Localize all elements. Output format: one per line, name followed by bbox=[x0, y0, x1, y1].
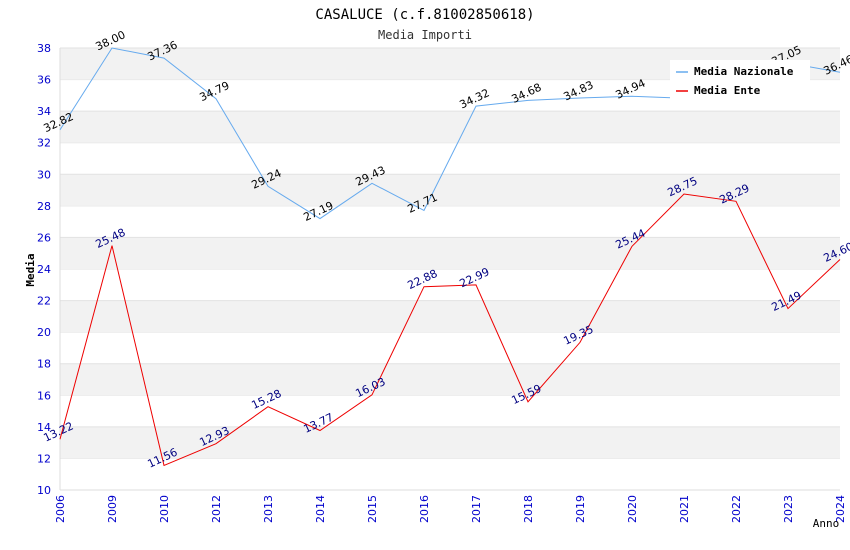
x-tick-label: 2012 bbox=[210, 495, 223, 523]
y-tick-label: 20 bbox=[37, 326, 51, 339]
x-tick-label: 2006 bbox=[54, 495, 67, 523]
series-line-ente bbox=[59, 193, 841, 467]
x-tick-label: 2009 bbox=[106, 495, 119, 523]
x-tick-label: 2018 bbox=[522, 495, 535, 523]
x-tick-label: 2010 bbox=[158, 495, 171, 523]
x-tick-label: 2013 bbox=[262, 495, 275, 523]
axes bbox=[59, 48, 840, 491]
grid-band bbox=[60, 300, 840, 333]
x-tick-label: 2017 bbox=[470, 495, 483, 523]
y-tick-label: 34 bbox=[37, 105, 51, 118]
y-tick-label: 14 bbox=[37, 421, 51, 434]
grid-bands bbox=[60, 47, 840, 459]
data-label: 34.83 bbox=[561, 78, 595, 103]
chart-title: CASALUCE (c.f.81002850618) bbox=[315, 7, 534, 23]
x-tick-label: 2019 bbox=[574, 495, 587, 523]
data-label: 34.79 bbox=[197, 79, 231, 104]
y-tick-label: 28 bbox=[37, 200, 51, 213]
grid-band bbox=[60, 111, 840, 143]
x-tick-label: 2020 bbox=[626, 495, 639, 523]
y-tick-label: 12 bbox=[37, 452, 51, 465]
y-tick-label: 24 bbox=[37, 263, 51, 276]
x-tick-label: 2016 bbox=[418, 495, 431, 523]
y-tick-label: 26 bbox=[37, 231, 51, 244]
data-label: 34.94 bbox=[613, 77, 647, 102]
x-tick-label: 2022 bbox=[730, 495, 743, 523]
x-tick-label: 2015 bbox=[366, 495, 379, 523]
y-tick-label: 18 bbox=[37, 358, 51, 371]
grid-band bbox=[60, 426, 840, 459]
x-tick-label: 2023 bbox=[782, 495, 795, 523]
x-tick-label: 2014 bbox=[314, 495, 327, 523]
y-axis-ticks: 10 12 14 16 18 20 22 24 26 28 30 32 34 36 38 bbox=[37, 42, 51, 497]
chart-subtitle: Media Importi bbox=[378, 28, 472, 42]
x-tick-label: 2024 bbox=[834, 495, 847, 523]
legend-label-ente: Media Ente bbox=[694, 84, 761, 97]
y-tick-label: 38 bbox=[37, 42, 51, 55]
legend: Media Nazionale Media Ente bbox=[670, 60, 810, 100]
data-label: 34.68 bbox=[509, 81, 543, 106]
x-tick-label: 2021 bbox=[678, 495, 691, 523]
y-tick-label: 22 bbox=[37, 295, 51, 308]
y-tick-label: 10 bbox=[37, 484, 51, 497]
legend-label-nazionale: Media Nazionale bbox=[694, 65, 794, 78]
data-label: 22.88 bbox=[405, 267, 439, 292]
grid-band bbox=[60, 174, 840, 206]
y-axis-label: Media bbox=[24, 253, 37, 286]
grid-band bbox=[60, 363, 840, 396]
y-tick-label: 16 bbox=[37, 389, 51, 402]
data-label: 34.32 bbox=[457, 86, 491, 111]
x-axis-ticks: 2006 2009 2010 2012 2013 2014 2015 2016 2017 2018… bbox=[54, 495, 847, 523]
legend-box bbox=[670, 60, 810, 100]
y-tick-label: 30 bbox=[37, 168, 51, 181]
x-axis-label: Anno bbox=[813, 517, 840, 530]
grid-band bbox=[60, 237, 840, 269]
y-tick-label: 32 bbox=[37, 137, 51, 150]
y-tick-label: 36 bbox=[37, 74, 51, 87]
